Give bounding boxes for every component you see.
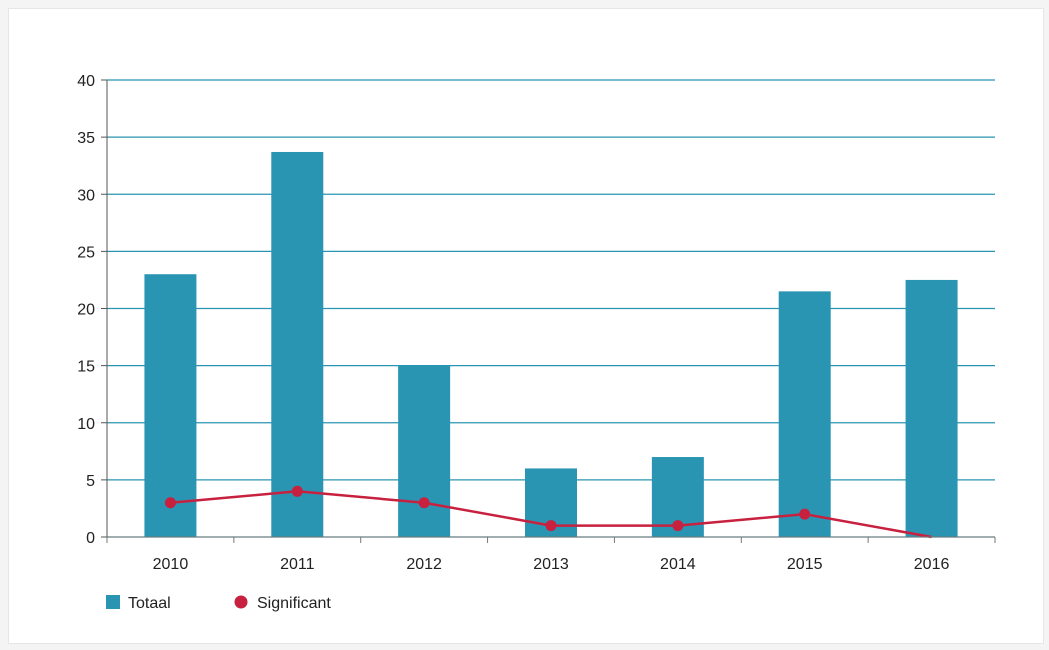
- legend-label-significant: Significant: [257, 595, 331, 612]
- y-tick-label: 20: [77, 302, 95, 319]
- point-significant: [672, 520, 684, 532]
- y-tick-label: 35: [77, 130, 95, 147]
- point-significant: [799, 508, 811, 520]
- x-tick-label: 2016: [914, 556, 950, 573]
- point-significant: [418, 497, 430, 509]
- point-significant: [164, 497, 176, 509]
- x-tick-label: 2013: [533, 556, 569, 573]
- y-tick-label: 15: [77, 359, 95, 376]
- bar-totaal: [398, 365, 451, 537]
- x-tick-label: 2015: [787, 556, 823, 573]
- x-tick-label: 2011: [280, 556, 315, 573]
- bar-totaal: [271, 151, 324, 538]
- x-tick-label: 2010: [153, 556, 189, 573]
- legend-label-totaal: Totaal: [128, 595, 171, 612]
- point-significant: [545, 520, 557, 532]
- y-tick-label: 5: [86, 473, 95, 490]
- bar-totaal: [778, 291, 831, 537]
- x-tick-label: 2012: [406, 556, 442, 573]
- bar-totaal: [905, 279, 958, 537]
- legend-marker-significant: [234, 595, 248, 609]
- bar-totaal: [144, 274, 197, 537]
- point-significant: [291, 485, 303, 497]
- y-axis-ticks: 0 5 10 15 20 25 30 35 40: [77, 73, 108, 547]
- x-tick-label: 2014: [660, 556, 696, 573]
- x-axis-ticks: 2010 2011 2012 2013 2014 2015 2016: [106, 536, 996, 573]
- bars-totaal: [144, 151, 958, 538]
- y-tick-label: 0: [86, 530, 95, 547]
- y-tick-label: 30: [77, 187, 95, 204]
- legend: Totaal Significant: [106, 595, 331, 612]
- y-tick-label: 40: [77, 73, 95, 90]
- legend-swatch-totaal: [106, 595, 120, 609]
- y-tick-label: 10: [77, 416, 95, 433]
- y-tick-label: 25: [77, 244, 95, 261]
- line-significant: [164, 485, 932, 539]
